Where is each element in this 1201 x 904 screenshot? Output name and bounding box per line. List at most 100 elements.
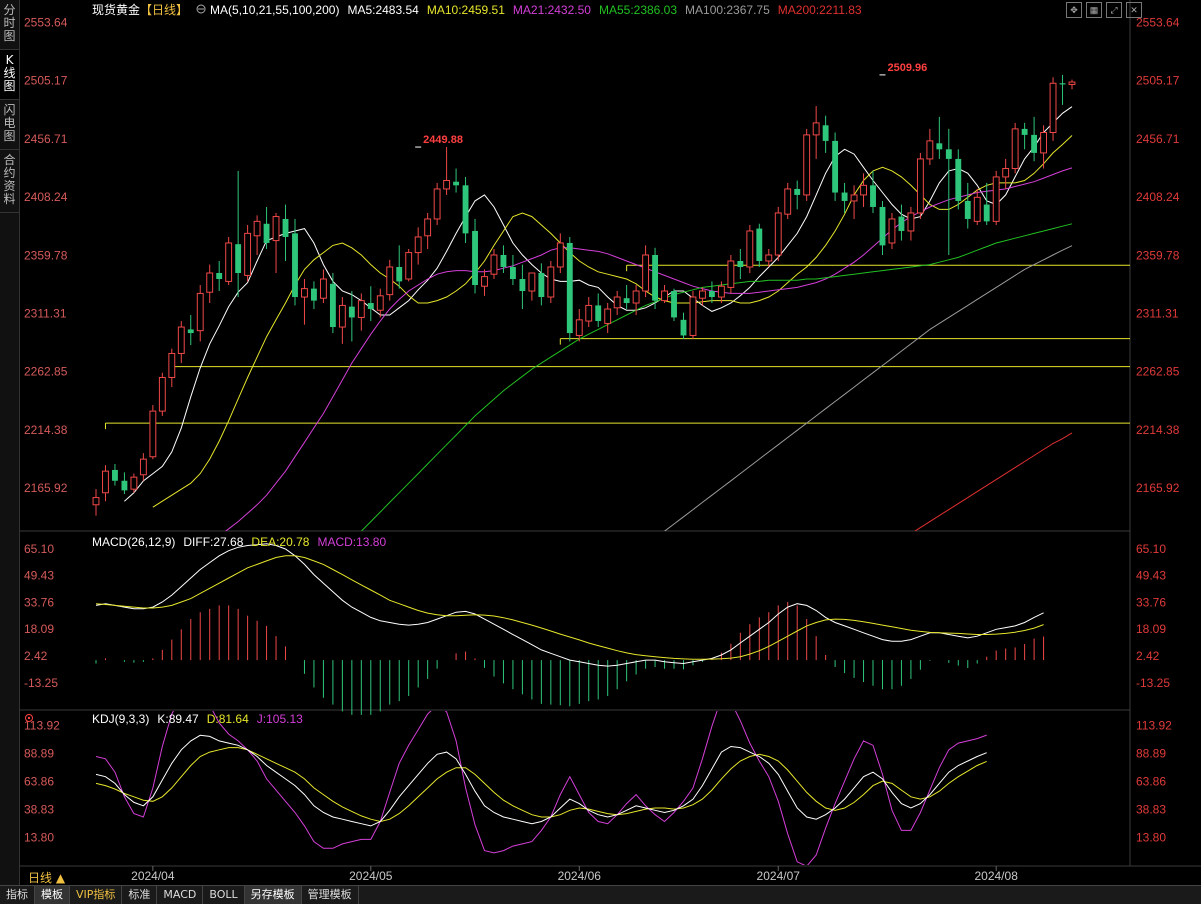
grid-icon[interactable]: ▦ (1086, 2, 1102, 18)
candle-body-down (822, 125, 829, 141)
candle-body-down (472, 230, 478, 286)
kdj-y-tick-left: 13.80 (24, 830, 54, 844)
ma-line-ma21 (224, 167, 1073, 531)
candle-body-up (717, 285, 725, 298)
kdj-k-line (95, 734, 987, 827)
main-y-tick-left: 2311.31 (24, 306, 67, 320)
kdj-y-tick-left: 113.92 (24, 718, 60, 732)
bottom-tab-4[interactable]: MACD (157, 886, 204, 904)
macd-y-tick-left: -13.25 (24, 676, 58, 690)
candle-body-down (462, 185, 469, 234)
main-y-tick-left: 2456.71 (24, 132, 68, 146)
maximize-icon[interactable]: ⤢ (1106, 2, 1122, 18)
candle-body-up (301, 288, 308, 298)
candle-body-up (973, 196, 981, 222)
main-y-tick-left: 2214.38 (24, 423, 68, 437)
candle-body-down (945, 149, 952, 159)
kdj-value-2: J:105.13 (257, 712, 303, 726)
candle-body-down (1031, 134, 1038, 153)
candle-body-up (888, 218, 896, 244)
ma-params: MA(5,10,21,55,100,200) (210, 3, 339, 17)
chart-canvas[interactable]: 2553.64 2553.64 2505.17 2505.17 2456.71 2456.… (0, 0, 1201, 885)
bottom-tab-1[interactable]: 模板 (35, 886, 70, 904)
candle-body-up (1011, 128, 1019, 170)
candle-body-down (983, 204, 990, 222)
macd-pane: 65.10 65.10 49.43 49.43 33.76 33.76 18.09 18.09… (24, 542, 1170, 715)
main-y-tick-right: 2505.17 (1136, 74, 1180, 88)
candle-body-up (102, 470, 109, 494)
candle-body-down (737, 260, 744, 267)
left-tab-2[interactable]: 闪电图 (0, 100, 19, 150)
macd-dea-line (95, 555, 1044, 660)
main-y-tick-right: 2214.38 (1136, 423, 1180, 437)
bottom-tab-7[interactable]: 管理模板 (302, 886, 359, 904)
candle-body-up (244, 232, 252, 276)
ma-value-3: MA55:2386.03 (599, 3, 677, 17)
left-tab-1[interactable]: K线图 (0, 50, 19, 100)
macd-y-tick-left: 2.42 (24, 649, 48, 663)
macd-diff-line (95, 543, 1044, 667)
candle-body-up (92, 497, 100, 506)
candle-body-down (898, 216, 905, 231)
bottom-tab-3[interactable]: 标准 (122, 886, 158, 904)
candle-body-up (727, 260, 735, 288)
bottom-tab-2[interactable]: VIP指标 (70, 886, 123, 904)
candle-body-up (803, 134, 811, 196)
kdj-settings-icon-dot (27, 716, 31, 720)
candle-body-up (699, 290, 706, 299)
candle-body-up (424, 218, 432, 237)
main-y-tick-left: 2165.92 (24, 481, 68, 495)
candle-body-up (225, 242, 233, 282)
move-icon[interactable]: ✥ (1066, 2, 1082, 18)
bottom-tab-5[interactable]: BOLL (203, 886, 245, 904)
candle-body-up (746, 230, 754, 268)
candle-body-up (1002, 168, 1010, 178)
candle-body-down (311, 288, 317, 301)
candle-body-up (206, 272, 214, 293)
candle-body-up (376, 295, 384, 311)
candle-body-down (187, 329, 194, 334)
main-y-tick-right: 2553.64 (1136, 15, 1180, 29)
macd-value-1: DEA:20.78 (251, 535, 309, 549)
main-y-tick-left: 2505.17 (24, 74, 68, 88)
x-axis-label: 2024/05 (349, 869, 393, 883)
candle-body-down (955, 158, 962, 201)
candle-body-up (338, 304, 346, 328)
candle-body-down (623, 298, 630, 304)
candle-body-up (386, 266, 394, 296)
kdj-y-tick-right: 113.92 (1136, 718, 1172, 732)
ma-value-4: MA100:2367.75 (685, 3, 770, 17)
candle-body-up (812, 122, 820, 136)
candle-body-down (453, 181, 460, 186)
candle-body-down (1059, 83, 1066, 85)
macd-y-tick-right: 18.09 (1136, 622, 1166, 636)
kdj-j-line (95, 711, 987, 865)
candle-body-down (235, 244, 242, 274)
main-y-tick-right: 2165.92 (1136, 481, 1180, 495)
main-y-tick-right: 2359.78 (1136, 248, 1180, 262)
candle-body-down (756, 228, 763, 261)
left-tab-0[interactable]: 分时图 (0, 0, 19, 50)
indicator-toggle-icon (196, 4, 206, 14)
candle-body-up (992, 176, 1000, 222)
candle-body-up (632, 290, 640, 304)
bottom-tab-0[interactable]: 指标 (0, 886, 35, 904)
candle-body-up (139, 458, 147, 476)
bottom-tab-6[interactable]: 另存模板 (244, 886, 302, 904)
ma-value-5: MA200:2211.83 (778, 3, 862, 17)
candle-body-down (538, 273, 545, 298)
candle-body-up (860, 184, 867, 196)
kdj-y-tick-right: 63.86 (1136, 774, 1166, 788)
period-tag: 【日线】 (140, 3, 188, 17)
macd-y-tick-left: 65.10 (24, 542, 54, 556)
main-y-tick-right: 2408.24 (1136, 190, 1180, 204)
candle-body-down (832, 140, 839, 193)
main-price-pane: 2553.64 2553.64 2505.17 2505.17 2456.71 2456.… (24, 15, 1180, 531)
candle-body-down (841, 192, 848, 201)
left-tab-3[interactable]: 合约资料 (0, 150, 19, 213)
candle-body-up (907, 212, 915, 232)
kdj-d-line (95, 747, 987, 823)
candle-body-down (396, 266, 403, 282)
timeframe-selector[interactable]: 日线 ▲ (28, 871, 66, 885)
close-icon[interactable]: ✕ (1126, 2, 1142, 18)
